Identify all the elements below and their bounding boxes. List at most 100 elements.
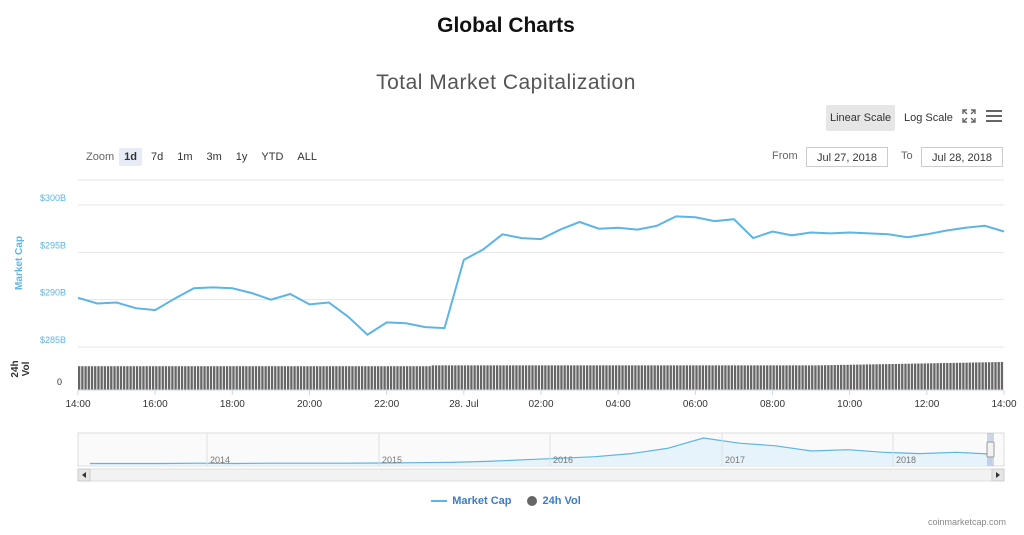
log-scale-button[interactable]: Log Scale [904,112,953,124]
volume-bar [759,365,762,390]
volume-bar [512,365,515,390]
navigator-year-label: 2015 [382,455,402,465]
volume-bar [778,365,782,390]
volume-bar [534,365,537,390]
zoom-button-3m[interactable]: 3m [206,151,222,163]
from-date-input[interactable]: Jul 27, 2018 [806,147,888,167]
volume-bar [402,366,406,390]
volume-bar [434,365,438,390]
volume-bar [274,366,277,390]
volume-bar [933,363,936,390]
volume-bar [795,365,798,390]
volume-bar [868,364,872,390]
volume-bar [444,365,447,390]
volume-bar [557,365,560,390]
volume-bar [219,366,222,390]
volume-bar [984,362,988,390]
volume-bar [952,362,955,390]
credits-link[interactable]: coinmarketcap.com [927,517,1006,527]
volume-bar [110,366,113,390]
volume-bar [579,365,582,390]
volume-bar [489,365,492,390]
volume-bar [721,365,724,390]
volume-bar [209,366,213,390]
legend-item-24h-vol[interactable]: 24h Vol [527,495,581,507]
volume-bar [785,365,788,390]
navigator-year-label: 2016 [553,455,573,465]
linear-scale-button[interactable]: Linear Scale [826,105,896,131]
x-tick-label: 18:00 [220,399,245,410]
volume-bar [881,364,885,390]
volume-bar [193,366,197,390]
x-tick-label: 20:00 [297,399,322,410]
volume-bar [364,366,367,390]
volume-bar [560,365,563,390]
hamburger-menu-icon[interactable] [986,110,1002,124]
zoom-selector: Zoom 1d 7d 1m 3m 1y YTD ALL [86,148,326,166]
volume-bar [820,365,824,390]
volume-bar [698,365,701,390]
zoom-button-1y[interactable]: 1y [235,151,248,163]
volume-bar [338,366,341,390]
volume-bar [833,365,836,390]
volume-bar [405,366,409,390]
zoom-button-all[interactable]: ALL [297,151,317,163]
volume-bar [495,365,499,390]
volume-bar [447,365,451,390]
volume-bar [875,364,878,390]
navigator-series-line [89,437,993,465]
volume-bar [862,364,865,390]
volume-bar [94,366,97,390]
zoom-button-7d[interactable]: 7d [150,151,164,163]
volume-bar [746,365,750,390]
to-date-input[interactable]: Jul 28, 2018 [921,147,1003,167]
volume-bar [897,363,901,390]
volume-bar [380,366,383,390]
volume-bar [441,365,444,390]
volume-bar [949,362,952,390]
zoom-button-ytd[interactable]: YTD [261,151,284,163]
x-tick-label: 10:00 [837,399,862,410]
navigator-year-label: 2014 [210,455,230,465]
volume-bar [611,365,615,390]
volume-bar [499,365,502,390]
zoom-button-1m[interactable]: 1m [177,151,193,163]
volume-bar [621,365,624,390]
navigator-scrollbar[interactable] [77,468,1005,482]
volume-bar [840,364,843,390]
volume-bar [306,366,309,390]
volume-bar [962,362,965,390]
volume-bar [1000,362,1004,390]
volume-bar [145,366,148,390]
volume-bar [714,365,717,390]
volume-bar [486,365,489,390]
volume-bar [743,365,746,390]
volume-bar [200,366,203,390]
volume-bar [582,365,586,390]
volume-bar [309,366,312,390]
legend-item-market-cap[interactable]: Market Cap [431,495,511,507]
volume-bar [827,365,830,390]
volume-bar [155,366,158,390]
volume-bar [849,364,852,390]
zoom-label: Zoom [86,151,115,163]
volume-bar [135,366,139,390]
volume-bar [766,365,769,390]
volume-bar [148,366,152,390]
volume-bar [685,365,689,390]
volume-bar [888,364,891,390]
fullscreen-icon[interactable] [962,109,976,123]
volume-bar [286,366,290,390]
x-tick-label: 14:00 [65,399,90,410]
volume-bar [856,364,859,390]
zoom-button-1d[interactable]: 1d [119,148,142,166]
volume-bar [859,364,862,390]
volume-bar [473,365,476,390]
volume-bar [325,366,328,390]
volume-bar [187,366,190,390]
volume-bar [415,366,418,390]
navigator-handle[interactable] [986,441,995,458]
volume-bar [206,366,209,390]
volume-bar [637,365,640,390]
volume-bar [737,365,740,390]
